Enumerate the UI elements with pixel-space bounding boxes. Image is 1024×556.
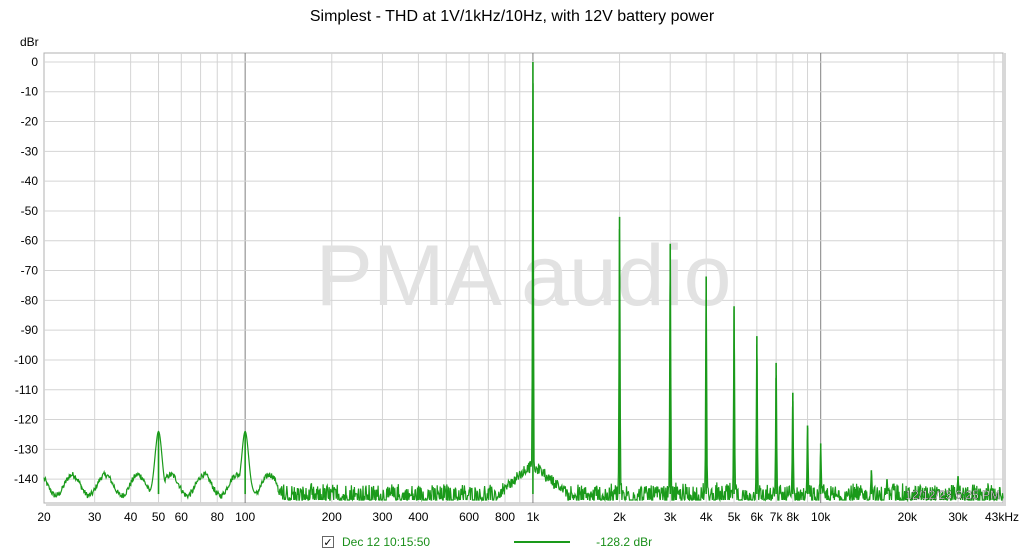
chart-title: Simplest - THD at 1V/1kHz/10Hz, with 12V… <box>309 8 715 25</box>
x-tick-label: 300 <box>372 510 392 524</box>
x-tick-label: 800 <box>495 510 515 524</box>
y-tick-label: -90 <box>21 323 39 337</box>
x-tick-label: 100 <box>235 510 255 524</box>
x-tick-label: 8k <box>786 510 800 524</box>
legend-series-name: Dec 12 10:15:50 <box>342 535 431 549</box>
x-tick-label: 30k <box>948 510 968 524</box>
plot-bevel-right <box>1003 53 1006 506</box>
y-tick-label: -80 <box>21 293 39 307</box>
x-tick-label: 600 <box>459 510 479 524</box>
x-tick-label: 3k <box>664 510 678 524</box>
x-tick-label: 5k <box>728 510 742 524</box>
legend: ✓ Dec 12 10:15:50 -128.2 dBr <box>322 533 652 551</box>
y-tick-label: -20 <box>21 115 39 129</box>
x-tick-label: 60 <box>175 510 189 524</box>
x-tick-label: 200 <box>322 510 342 524</box>
y-tick-label: -10 <box>21 85 39 99</box>
y-tick-label: -120 <box>14 413 38 427</box>
legend-line-swatch <box>514 541 571 543</box>
y-tick-label: -130 <box>14 442 38 456</box>
x-tick-label: 40 <box>124 510 138 524</box>
x-tick-label: 30 <box>88 510 102 524</box>
timestamp-label: 12/12/23 6:25 PM <box>905 488 1000 502</box>
x-tick-label: 1k <box>527 510 541 524</box>
y-tick-label: -40 <box>21 174 39 188</box>
x-tick-label: 43kHz <box>985 510 1019 524</box>
x-tick-label: 400 <box>408 510 428 524</box>
spectrum-trace <box>43 83 1004 503</box>
legend-checkbox[interactable]: ✓ <box>322 536 334 549</box>
x-tick-label: 4k <box>700 510 714 524</box>
x-tick-label: 2k <box>613 510 627 524</box>
y-tick-label: 0 <box>31 55 38 69</box>
y-tick-label: -60 <box>21 234 39 248</box>
y-tick-label: -50 <box>21 204 39 218</box>
y-tick-label: -100 <box>14 353 38 367</box>
watermark: PMA audio <box>316 228 732 324</box>
plot-bevel-bottom <box>46 503 1006 506</box>
x-tick-label: 7k <box>770 510 784 524</box>
x-tick-label: 20k <box>898 510 918 524</box>
y-tick-label: -70 <box>21 264 39 278</box>
y-tick-label: -30 <box>21 144 39 158</box>
y-tick-label: -140 <box>14 472 38 486</box>
x-tick-label: 6k <box>751 510 765 524</box>
legend-cursor-value: -128.2 dBr <box>596 535 653 549</box>
x-tick-label: 10k <box>811 510 831 524</box>
y-tick-label: -110 <box>15 383 38 397</box>
y-axis-label: dBr <box>20 35 39 49</box>
x-tick-label: 50 <box>152 510 166 524</box>
x-tick-label: 80 <box>211 510 225 524</box>
x-tick-label: 20 <box>37 510 51 524</box>
peak-markers <box>157 61 959 495</box>
